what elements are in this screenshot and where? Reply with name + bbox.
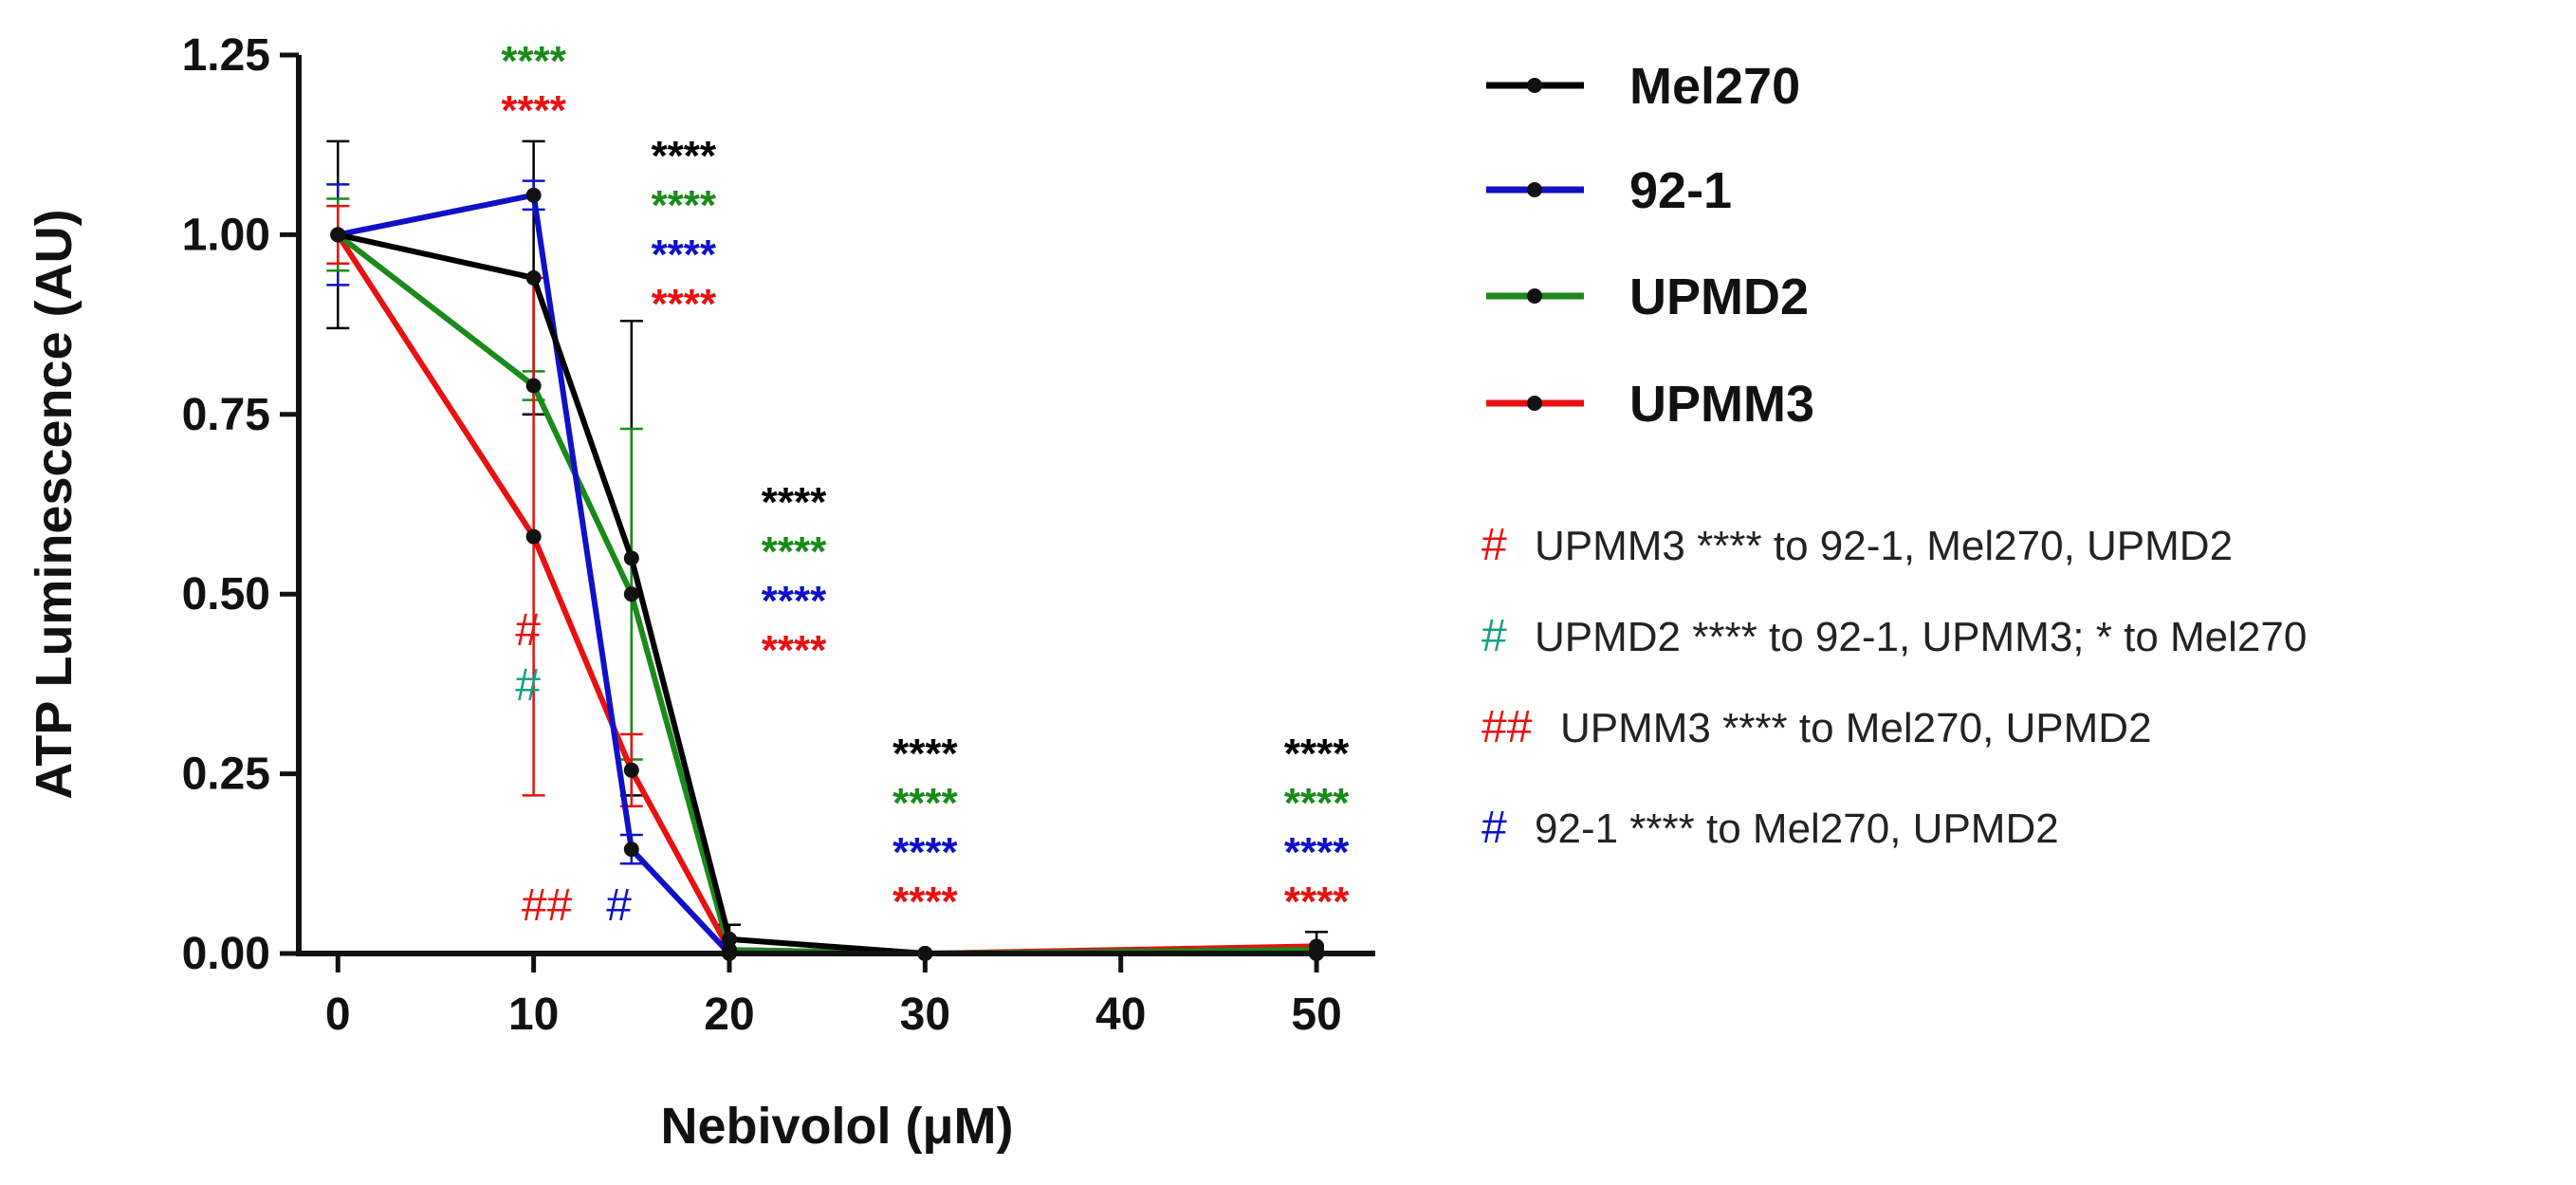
series-line-mel270 [337,231,1317,956]
legend: Mel270 92-1 UPMD2 UPMM3 [1486,58,1814,433]
note-symbol: # [1481,520,1507,570]
y-tick-label: 1.00 [182,210,270,260]
legend-marker [1527,78,1542,93]
legend-label: UPMM3 [1629,376,1814,433]
x-tick-label: 50 [1291,990,1341,1040]
data-point-mel270 [623,550,639,566]
hash-mark: # [606,880,632,931]
data-point-upmm3 [623,762,639,778]
legend-marker [1527,182,1542,197]
notes: # UPMM3 **** to 92-1, Mel270, UPMD2 # UPMD2… [1481,520,2307,853]
x-axis-title: Nebivolol (μM) [660,1098,1013,1155]
significance-stars: **** [762,578,827,624]
y-axis-title: ATP Luminescence (AU) [26,209,83,799]
series-line-92-1 [337,192,1317,956]
legend-marker [1527,396,1542,411]
significance-stars: **** [1284,829,1350,876]
axes: 0.00 0.25 0.50 0.75 1.00 1.25 0 10 20 30 40 50 Nebiv… [26,30,1375,1155]
note-text: 92-1 **** to Mel270, UPMD2 [1535,805,2059,852]
y-tick-label: 0.75 [182,390,270,440]
hash-mark: # [515,605,541,656]
data-point-92-1 [623,842,639,858]
data-point-upmm3 [525,528,542,545]
data-point-upmd2 [525,378,542,394]
hash-annotations: #### # [515,605,632,931]
data-point-mel270 [330,227,346,243]
y-tick-label: 0.00 [182,929,270,979]
series-lines [335,192,1317,956]
legend-label: Mel270 [1629,58,1800,115]
significance-stars: **** [1284,879,1350,925]
note-symbol: # [1481,611,1507,661]
significance-stars: **** [1284,780,1350,826]
significance-stars: **** [892,829,958,876]
legend-label: 92-1 [1629,162,1732,219]
significance-annotations: ****************************************… [501,38,1350,925]
significance-stars: **** [501,38,566,84]
series-points [330,187,1325,961]
significance-stars: **** [892,731,958,777]
x-tick-label: 30 [900,990,950,1040]
series-line-upmd2 [336,232,1317,956]
significance-stars: **** [762,627,827,674]
y-tick-label: 1.25 [182,30,270,81]
significance-stars: **** [652,133,717,179]
significance-stars: **** [501,87,566,134]
note-symbol: ## [1481,702,1533,752]
significance-stars: **** [652,281,717,327]
x-tick-label: 20 [704,990,754,1040]
legend-label: UPMD2 [1629,268,1809,325]
y-tick-label: 0.50 [182,569,270,620]
x-tick-label: 0 [325,990,351,1040]
data-point-mel270 [525,269,542,286]
y-tick-label: 0.25 [182,750,270,800]
significance-stars: **** [892,879,958,925]
data-point-upmd2 [623,586,639,602]
note-text: UPMM3 **** to Mel270, UPMD2 [1560,705,2152,751]
significance-stars: **** [762,528,827,575]
note-symbol: # [1481,803,1507,853]
significance-stars: **** [762,479,827,526]
hash-mark: # [515,660,541,711]
significance-stars: **** [652,182,717,229]
legend-marker [1527,288,1542,304]
series-line-upmm3 [335,232,1317,956]
significance-stars: **** [892,780,958,826]
x-tick-label: 40 [1095,990,1146,1040]
hash-mark: ## [522,880,573,931]
note-text: UPMD2 **** to 92-1, UPMM3; * to Mel270 [1535,614,2307,660]
data-point-mel270 [722,931,737,947]
significance-stars: **** [652,231,717,278]
data-point-92-1 [525,187,542,203]
note-text: UPMM3 **** to 92-1, Mel270, UPMD2 [1535,523,2233,569]
x-tick-label: 10 [508,990,559,1040]
significance-stars: **** [1284,731,1350,777]
